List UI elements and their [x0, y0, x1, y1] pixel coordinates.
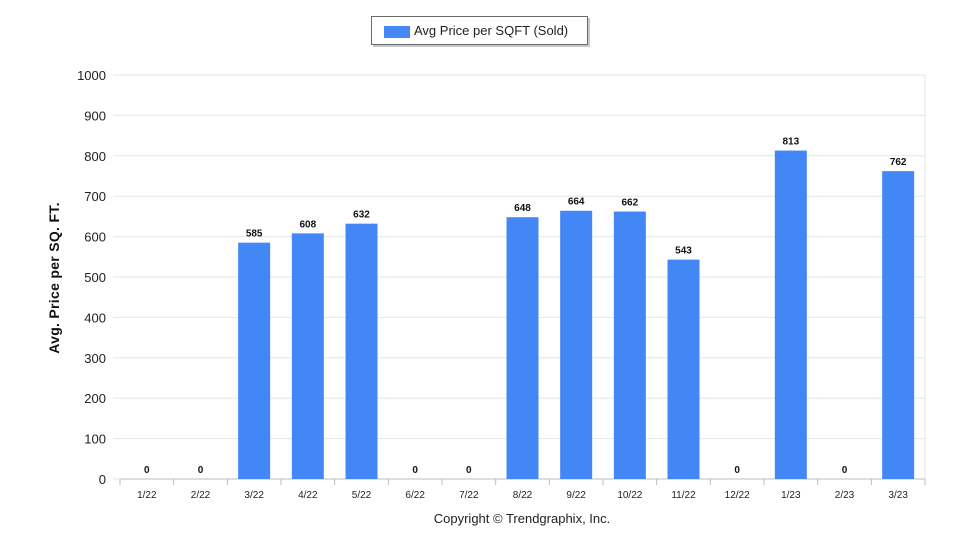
- y-tick-label: 400: [84, 310, 106, 325]
- y-tick-label: 300: [84, 351, 106, 366]
- y-tick-label: 0: [99, 472, 106, 487]
- y-tick-label: 900: [84, 108, 106, 123]
- bar: [291, 233, 324, 479]
- x-tick-label: 1/23: [781, 490, 801, 501]
- data-label: 0: [144, 465, 150, 476]
- data-label: 0: [198, 465, 204, 476]
- x-tick-label: 4/22: [298, 490, 318, 501]
- y-tick-label: 500: [84, 270, 106, 285]
- data-label: 0: [842, 465, 848, 476]
- data-label: 813: [782, 137, 799, 148]
- data-label: 608: [299, 219, 316, 230]
- data-label: 0: [412, 465, 418, 476]
- bar: [238, 242, 271, 479]
- y-tick-label: 600: [84, 230, 106, 245]
- bar: [345, 223, 378, 479]
- x-tick-label: 9/22: [566, 490, 586, 501]
- x-tick-label: 2/22: [191, 490, 211, 501]
- x-tick-label: 12/22: [725, 490, 750, 501]
- y-tick-label: 100: [84, 432, 106, 447]
- y-tick-label: 700: [84, 189, 106, 204]
- data-label: 585: [246, 229, 263, 240]
- bar: [506, 217, 539, 479]
- x-tick-label: 7/22: [459, 490, 479, 501]
- legend-swatch: [384, 26, 410, 38]
- data-label: 662: [621, 198, 638, 209]
- x-tick-label: 10/22: [617, 490, 642, 501]
- x-tick-label: 1/22: [137, 490, 157, 501]
- bar: [774, 150, 807, 479]
- bar: [667, 259, 700, 479]
- legend-label: Avg Price per SQFT (Sold): [414, 23, 569, 38]
- copyright-text: Copyright © Trendgraphix, Inc.: [433, 511, 611, 526]
- y-tick-label: 800: [84, 149, 106, 164]
- data-label: 543: [675, 246, 692, 257]
- y-tick-label: 200: [84, 391, 106, 406]
- y-tick-label: 1000: [77, 68, 106, 83]
- x-tick-label: 8/22: [513, 490, 533, 501]
- x-tick-label: 11/22: [671, 490, 696, 501]
- data-label: 0: [734, 465, 740, 476]
- data-label: 648: [514, 203, 531, 214]
- x-tick-label: 5/22: [352, 490, 372, 501]
- bar: [882, 171, 915, 480]
- data-label: 664: [568, 197, 585, 208]
- data-label: 0: [466, 465, 472, 476]
- x-tick-label: 6/22: [405, 490, 425, 501]
- data-label: 762: [890, 157, 907, 168]
- legend: Avg Price per SQFT (Sold): [371, 16, 588, 45]
- bar: [560, 210, 593, 479]
- x-tick-label: 3/23: [888, 490, 908, 501]
- x-tick-label: 3/22: [244, 490, 264, 501]
- x-tick-label: 2/23: [835, 490, 855, 501]
- bar: [613, 211, 646, 479]
- data-label: 632: [353, 210, 370, 221]
